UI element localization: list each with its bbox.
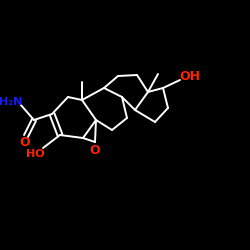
Text: O: O	[20, 136, 30, 149]
Text: O: O	[90, 144, 100, 156]
Text: H₂N: H₂N	[0, 97, 23, 107]
Text: OH: OH	[180, 70, 201, 82]
Text: HO: HO	[26, 149, 44, 159]
